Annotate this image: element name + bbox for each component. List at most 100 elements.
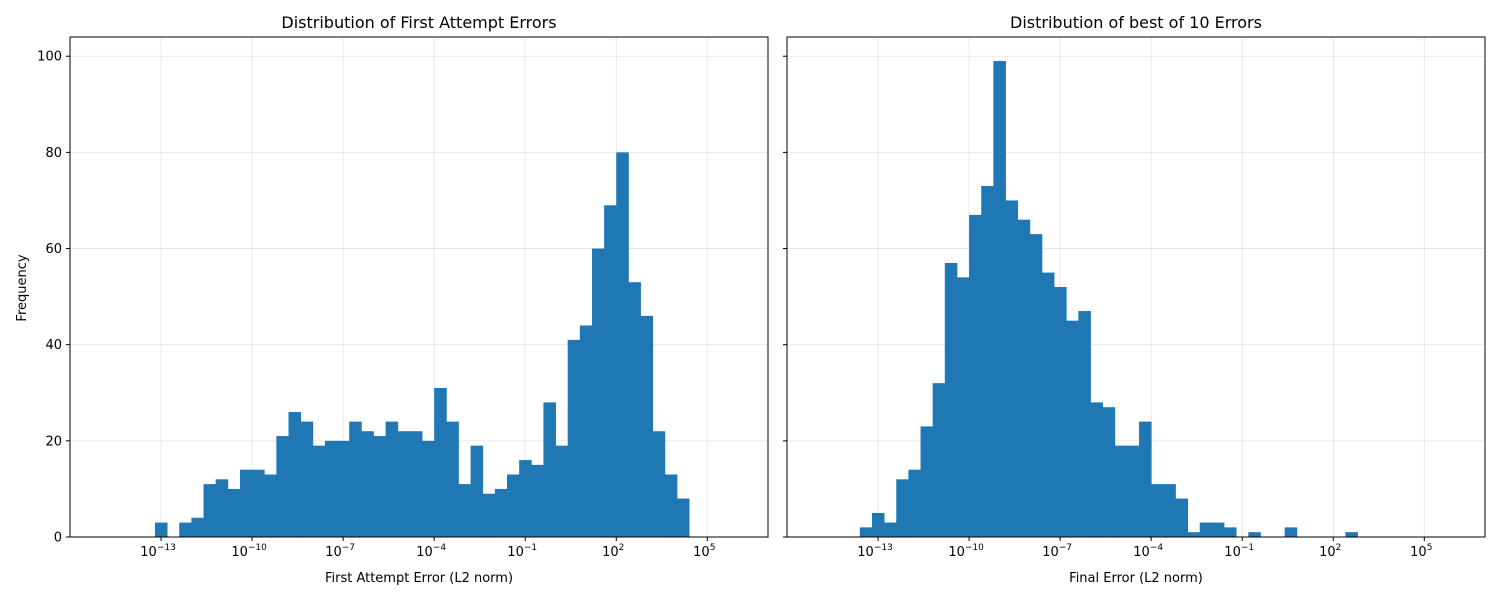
x-tick-label: 102 [602,543,624,560]
histogram-bar [1151,484,1164,537]
x-tick-label: 10−13 [857,543,893,560]
histogram-bar [579,325,593,537]
histogram-bar [944,262,958,537]
histogram-bar [507,474,520,537]
histogram-bar [616,152,629,537]
histogram-bar [859,527,873,537]
y-tick-label: 60 [45,242,62,257]
histogram-bar [604,205,617,537]
histogram-bar [1163,484,1176,537]
histogram-bar [239,469,253,537]
y-tick-label: 40 [45,338,62,353]
histogram-bar [1029,234,1043,537]
plot-frame [786,36,1486,538]
histogram-bar [1005,200,1019,537]
histogram-bar [1066,320,1079,537]
y-tick-label: 100 [37,50,62,65]
histogram-bar [519,460,532,537]
histogram-bar [555,445,569,537]
x-axis-label: Final Error (L2 norm) [1069,571,1203,586]
histogram-bar [1102,407,1116,537]
histogram-bar [932,383,946,537]
histogram-bar [884,522,897,537]
histogram-bar [1199,522,1213,537]
histogram-bar [422,440,435,537]
x-tick-label: 10−13 [140,543,176,560]
histogram-bar [1248,532,1261,537]
histogram-bar [349,421,362,537]
histogram-bar [591,248,605,538]
histogram-bar [1345,532,1358,537]
x-tick-label: 10−1 [1224,543,1254,560]
histogram-bar [1017,219,1031,537]
axes: 10−13 10−10 10−7 10−4 10−1 102 105 [783,36,1486,560]
y-tick-label: 0 [54,531,62,546]
histogram-bar [276,436,289,537]
y-tick-label: 20 [45,434,62,449]
histogram-bar [252,469,265,537]
histogram-bar [337,440,350,537]
x-tick-label: 10−7 [1042,543,1072,560]
histogram-bar [969,214,982,537]
histogram-bar [1284,527,1298,537]
x-tick-label: 105 [693,543,715,560]
histogram-bar [361,431,374,537]
histogram-bar [1054,287,1067,537]
x-tick-label: 102 [1319,543,1341,560]
axes: 10−13 10−10 10−7 10−4 10−1 102 105 0 20 40 60 80 100 [37,36,769,560]
histogram-bar [482,493,496,537]
histogram-bar [676,498,690,537]
histogram-bar [1078,311,1091,537]
histogram-bar [203,484,217,537]
histogram-bar [531,464,544,537]
histogram-bar [1224,527,1237,537]
y-axis-label: Frequency [15,254,30,321]
plot-frame [69,36,769,538]
chart-title: Distribution of best of 10 Errors [1010,13,1262,32]
histogram-bars [154,152,690,538]
histogram-bar [640,315,654,537]
histogram-bar [664,474,678,537]
x-tick-label: 10−10 [948,543,984,560]
histogram-bar [215,479,229,537]
histogram-bar [300,421,314,537]
x-tick-label: 10−10 [231,543,267,560]
histogram-bar [1090,402,1104,537]
histogram-bar [896,479,909,537]
histogram-bar [628,282,641,537]
x-tick-label: 105 [1410,543,1432,560]
histogram-bar [373,436,387,537]
y-tick-label: 80 [45,146,62,161]
histogram-bar [409,431,423,537]
histogram-bar [1175,498,1188,537]
left-histogram-panel: Distribution of First Attempt Errors Fir… [15,13,769,586]
histogram-bar [871,512,885,537]
histogram-bar [397,431,411,537]
histogram-bar [1139,421,1152,537]
histogram-bar [543,402,556,537]
histogram-bar [956,277,970,537]
histogram-bar [1041,272,1055,537]
histogram-bar [191,517,204,537]
histogram-bar [908,469,921,537]
histogram-bar [446,421,459,537]
chart-title: Distribution of First Attempt Errors [281,13,556,32]
histogram-bar [1126,445,1140,537]
histogram-bar [312,445,326,537]
histogram-bar [494,488,508,537]
histogram-bar [227,488,241,537]
histogram-bars [859,61,1358,538]
x-tick-label: 10−1 [507,543,537,560]
histogram-bar [652,431,666,537]
histogram-bar [385,421,399,537]
x-axis-label: First Attempt Error (L2 norm) [325,571,513,586]
histogram-bar [981,186,994,538]
histogram-bar [154,522,168,537]
histogram-bar [1114,445,1128,537]
histogram-bar [1211,522,1225,537]
histogram-bar [264,474,277,537]
histogram-bar [1187,532,1201,537]
histogram-bar [434,387,447,537]
x-tick-label: 10−4 [416,543,446,560]
